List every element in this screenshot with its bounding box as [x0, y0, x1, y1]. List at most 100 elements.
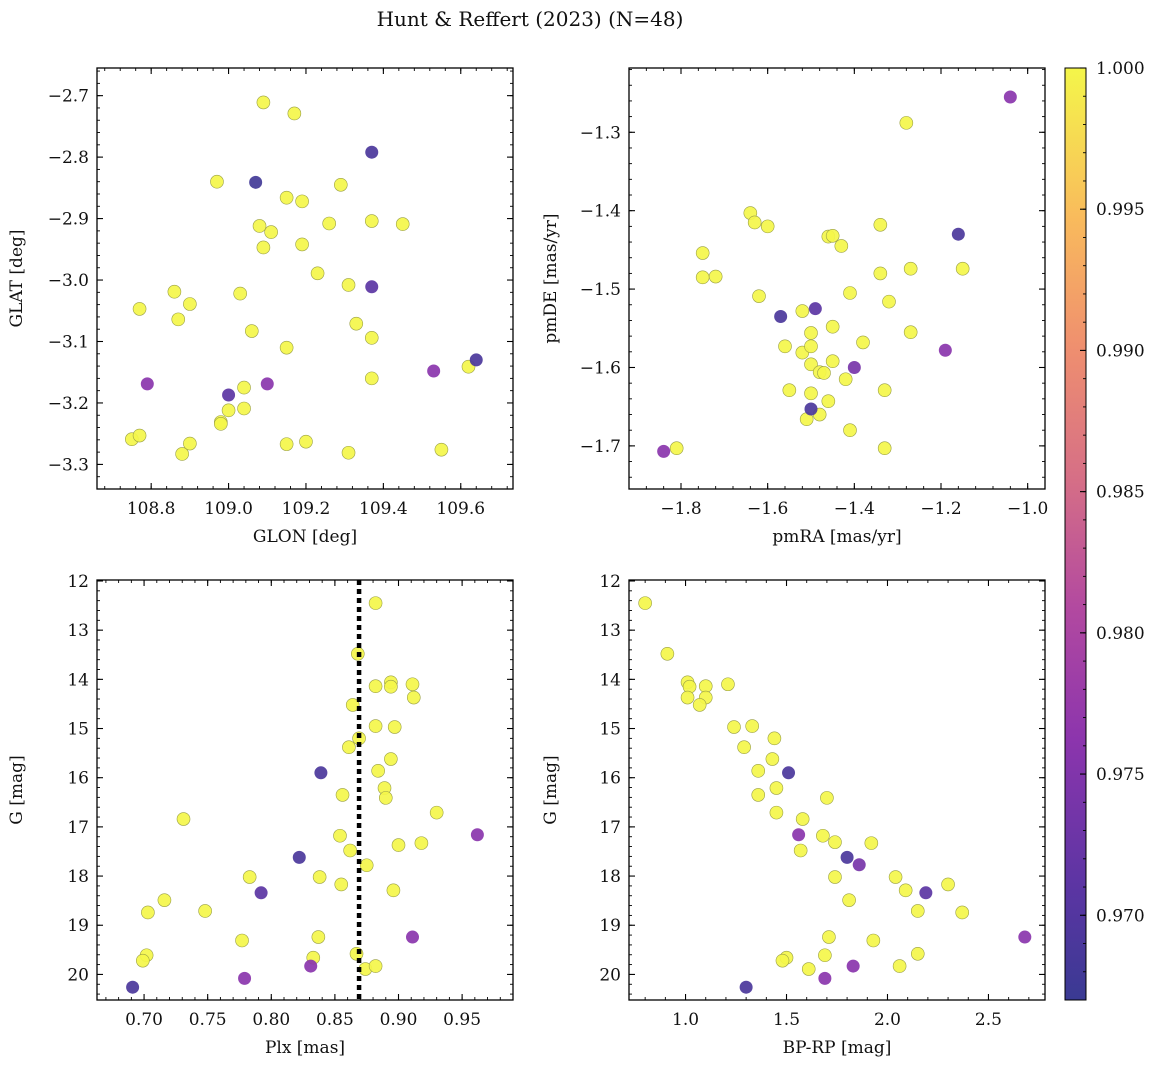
scatter-point — [817, 366, 831, 380]
y-tick-label: −3.1 — [48, 332, 89, 352]
x-tick-label: −1.6 — [747, 499, 788, 519]
scatter-point — [843, 286, 857, 300]
scatter-point — [427, 364, 441, 378]
scatter-point — [359, 858, 374, 873]
scatter-point — [233, 286, 247, 301]
scatter-point — [126, 980, 140, 994]
figure-title: Hunt & Reffert (2023) (N=48) — [377, 7, 684, 31]
scatter-point — [252, 219, 267, 233]
scatter-point — [141, 905, 155, 920]
scatter-point — [825, 319, 840, 334]
scatter-point — [708, 269, 723, 284]
y-tick-label: 16 — [67, 769, 89, 789]
scatter-point — [279, 190, 294, 205]
scatter-point — [176, 812, 191, 826]
y-tick-label: 15 — [599, 720, 621, 740]
scatter-point — [877, 383, 892, 398]
x-tick-label: −1.0 — [1007, 499, 1048, 519]
y-tick-label: 12 — [599, 572, 621, 592]
colorbar-tick-label: 0.970 — [1096, 906, 1145, 926]
scatter-point — [214, 417, 228, 431]
scatter-point — [235, 933, 249, 948]
scatter-point — [873, 266, 888, 281]
scatter-point — [183, 297, 197, 311]
panel-1: 108.8 109.0 109.2 109.4 109.6 −3.3 −3.2 −3.1 −3.… — [7, 67, 514, 547]
scatter-point — [828, 870, 842, 884]
y-tick-label: 14 — [67, 670, 89, 690]
scatter-point — [804, 357, 818, 372]
scatter-point — [804, 339, 818, 354]
scatter-point — [660, 646, 675, 661]
scatter-point — [866, 933, 881, 948]
scatter-point — [769, 781, 784, 795]
panel-3: 0.70 0.75 0.80 0.85 0.90 0.95 12 13 14 15 16 17 18 19… — [7, 572, 514, 1058]
y-tick-label: −2.7 — [48, 87, 89, 107]
x-tick-label: 2.5 — [975, 1010, 1002, 1030]
scatter-point — [237, 380, 251, 395]
colorbar-tick-label: 0.990 — [1096, 341, 1145, 361]
scatter-point — [222, 388, 236, 402]
scatter-point — [368, 959, 383, 973]
scatter-point — [371, 764, 385, 778]
scatter-point — [919, 886, 933, 900]
scatter-point — [405, 930, 419, 944]
scatter-point — [349, 316, 364, 331]
scatter-point — [135, 953, 150, 968]
scatter-point — [244, 324, 259, 338]
scatter-point — [847, 360, 861, 374]
scatter-point — [254, 886, 268, 900]
y-tick-label: −1.4 — [580, 202, 621, 222]
scatter-point — [256, 95, 271, 110]
scatter-point — [941, 877, 955, 892]
scatter-point — [657, 444, 671, 458]
scatter-point — [322, 216, 336, 231]
scatter-point — [828, 835, 842, 849]
scatter-point — [834, 239, 849, 253]
scatter-point — [365, 145, 379, 159]
scatter-point — [751, 788, 766, 802]
y-tick-label: −3.2 — [48, 394, 89, 414]
scatter-point — [892, 959, 907, 973]
y-tick-label: 16 — [599, 769, 621, 789]
scatter-point — [256, 240, 271, 255]
y-tick-label: 20 — [599, 965, 621, 985]
scatter-point — [335, 788, 350, 802]
scatter-point — [384, 752, 398, 766]
scatter-point — [838, 372, 853, 387]
y-tick-label: −3.3 — [48, 455, 89, 475]
scatter-point — [774, 310, 788, 324]
x-tick-label: 0.70 — [125, 1010, 163, 1030]
scatter-point — [692, 698, 707, 712]
scatter-point — [775, 953, 790, 968]
scatter-point — [877, 441, 892, 456]
scatter-point — [287, 106, 302, 121]
scatter-point — [312, 870, 327, 884]
scatter-point — [364, 371, 379, 386]
scatter-point — [341, 278, 356, 292]
y-tick-label: −1.3 — [580, 123, 621, 143]
x-tick-label: 109.0 — [204, 499, 253, 519]
x-tick-label: 1.5 — [773, 1010, 800, 1030]
scatter-point — [840, 850, 854, 864]
x-tick-label: −1.2 — [920, 499, 961, 519]
scatter-point — [782, 383, 797, 398]
scatter-point — [132, 302, 147, 316]
scatter-point — [955, 905, 970, 920]
scatter-point — [669, 441, 684, 456]
x-tick-label: 0.85 — [316, 1010, 354, 1030]
scatter-point — [295, 194, 309, 209]
colorbar-tick-label: 0.980 — [1096, 624, 1145, 644]
scatter-point — [311, 930, 326, 944]
y-tick-label: 18 — [67, 867, 89, 887]
scatter-point — [368, 596, 383, 610]
x-tick-label: −1.4 — [834, 499, 875, 519]
colorbar-gradient — [1064, 67, 1087, 1001]
scatter-point — [638, 596, 652, 610]
scatter-point — [299, 434, 313, 449]
y-axis-label: G [mag] — [541, 755, 561, 824]
scatter-point — [782, 766, 796, 780]
scatter-point — [856, 335, 870, 350]
y-axis-label: pmDE [mas/yr] — [541, 213, 561, 343]
scatter-point — [264, 225, 278, 239]
y-tick-label: 15 — [67, 720, 89, 740]
